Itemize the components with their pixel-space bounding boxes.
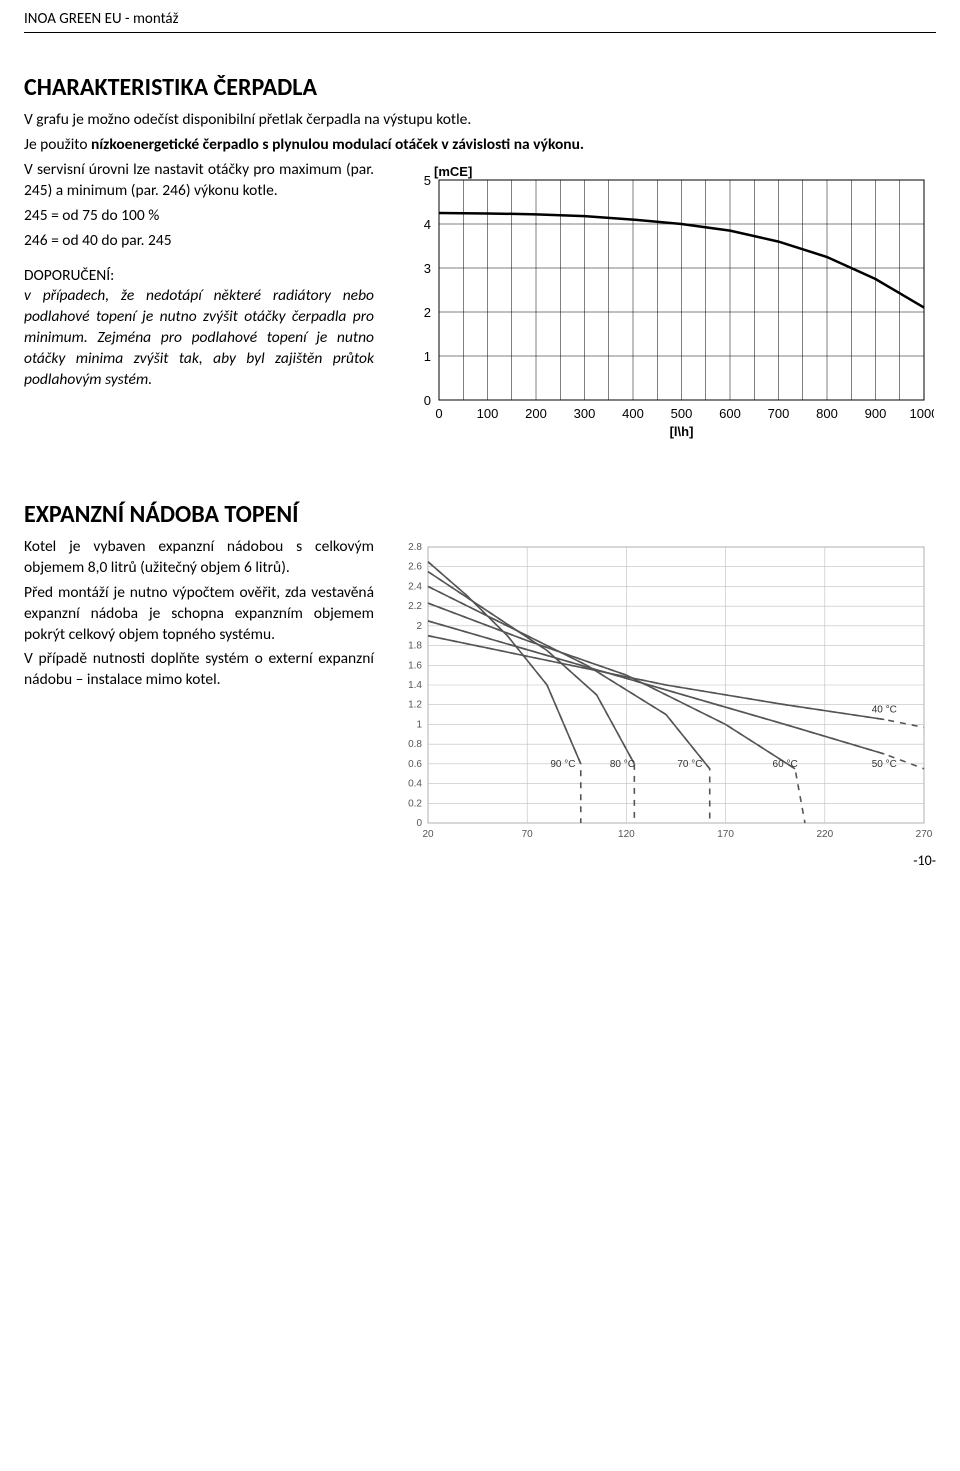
s1-rec-title: DOPORUČENÍ:: [24, 266, 374, 287]
svg-text:0.8: 0.8: [408, 739, 422, 750]
svg-text:1000: 1000: [910, 406, 934, 421]
section2-chart-container: 0 0.2 0.4 0.6 0.8 1 1.2 1.4 1.6 1.8 2 2.2 2.4 2.6 2.8 2…: [394, 537, 936, 847]
svg-text:60 °C: 60 °C: [773, 759, 798, 770]
page-header: INOA GREEN EU - montáž: [24, 0, 936, 33]
svg-text:600: 600: [719, 406, 741, 421]
svg-text:1.4: 1.4: [408, 680, 422, 691]
s2-p2: Před montáží je nutno výpočtem ověřit, z…: [24, 583, 374, 646]
s1-p3: 246 = od 40 do par. 245: [24, 231, 374, 252]
intro-bold-pre: Je použito: [24, 135, 91, 154]
svg-text:1.8: 1.8: [408, 640, 422, 651]
section1-chart-container: 0 1 2 3 4 5 0 100 200 300 400 500 600 700 800 900 1000 [m…: [394, 160, 936, 440]
svg-text:2: 2: [424, 305, 431, 320]
s2-p1: Kotel je vybaven expanzní nádobou s celk…: [24, 537, 374, 579]
svg-text:500: 500: [671, 406, 693, 421]
header-title: INOA GREEN EU - montáž: [24, 10, 179, 28]
section2-title: EXPANZNÍ NÁDOBA TOPENÍ: [24, 500, 936, 529]
svg-text:50 °C: 50 °C: [872, 759, 897, 770]
svg-text:40 °C: 40 °C: [872, 704, 897, 715]
svg-text:0.4: 0.4: [408, 778, 422, 789]
svg-text:2.2: 2.2: [408, 601, 422, 612]
svg-text:1.6: 1.6: [408, 660, 422, 671]
svg-text:0: 0: [424, 393, 431, 408]
svg-text:800: 800: [816, 406, 838, 421]
s1-p2: 245 = od 75 do 100 %: [24, 206, 374, 227]
svg-text:1: 1: [416, 719, 422, 730]
svg-text:200: 200: [525, 406, 547, 421]
section1-intro2: Je použito nízkoenergetické čerpadlo s p…: [24, 135, 936, 156]
svg-text:2.8: 2.8: [408, 542, 422, 553]
section1-title: CHARAKTERISTIKA ČERPADLA: [24, 73, 936, 102]
expansion-chart: 0 0.2 0.4 0.6 0.8 1 1.2 1.4 1.6 1.8 2 2.2 2.4 2.6 2.8 2…: [394, 537, 934, 847]
svg-text:170: 170: [717, 829, 734, 840]
svg-text:3: 3: [424, 261, 431, 276]
section2: EXPANZNÍ NÁDOBA TOPENÍ Kotel je vybaven …: [24, 500, 936, 847]
svg-text:2: 2: [416, 621, 422, 632]
svg-text:0: 0: [435, 406, 442, 421]
svg-text:70: 70: [522, 829, 534, 840]
svg-text:270: 270: [916, 829, 933, 840]
svg-text:2.6: 2.6: [408, 562, 422, 573]
svg-text:0.6: 0.6: [408, 759, 422, 770]
svg-text:220: 220: [816, 829, 833, 840]
pump-chart: 0 1 2 3 4 5 0 100 200 300 400 500 600 700 800 900 1000 [m…: [394, 160, 934, 440]
svg-text:20: 20: [422, 829, 434, 840]
section1-intro1: V grafu je možno odečíst disponibilní př…: [24, 110, 936, 131]
svg-text:5: 5: [424, 173, 431, 188]
svg-text:0.2: 0.2: [408, 798, 422, 809]
svg-text:1.2: 1.2: [408, 700, 422, 711]
svg-text:70 °C: 70 °C: [677, 759, 702, 770]
svg-text:700: 700: [768, 406, 790, 421]
svg-text:300: 300: [574, 406, 596, 421]
section1-row: V servisní úrovni lze nastavit otáčky pr…: [24, 160, 936, 440]
svg-text:[mCE]: [mCE]: [434, 164, 472, 179]
intro-bold: nízkoenergetické čerpadlo s plynulou mod…: [91, 135, 584, 154]
s1-rec-body: v případech, že nedotápí některé radiáto…: [24, 286, 374, 391]
svg-text:4: 4: [424, 217, 431, 232]
svg-text:400: 400: [622, 406, 644, 421]
section2-left: Kotel je vybaven expanzní nádobou s celk…: [24, 537, 374, 847]
svg-text:100: 100: [477, 406, 499, 421]
svg-text:1: 1: [424, 349, 431, 364]
page-number: -10-: [913, 852, 936, 869]
section2-row: Kotel je vybaven expanzní nádobou s celk…: [24, 537, 936, 847]
section1-left: V servisní úrovni lze nastavit otáčky pr…: [24, 160, 374, 440]
s2-p3: V případě nutnosti doplňte systém o exte…: [24, 649, 374, 691]
svg-text:80 °C: 80 °C: [610, 759, 635, 770]
svg-text:90 °C: 90 °C: [550, 759, 575, 770]
svg-text:0: 0: [416, 818, 422, 829]
svg-text:[l\h]: [l\h]: [670, 424, 694, 439]
svg-text:900: 900: [865, 406, 887, 421]
svg-text:120: 120: [618, 829, 635, 840]
svg-text:2.4: 2.4: [408, 581, 422, 592]
s1-p1: V servisní úrovni lze nastavit otáčky pr…: [24, 160, 374, 202]
